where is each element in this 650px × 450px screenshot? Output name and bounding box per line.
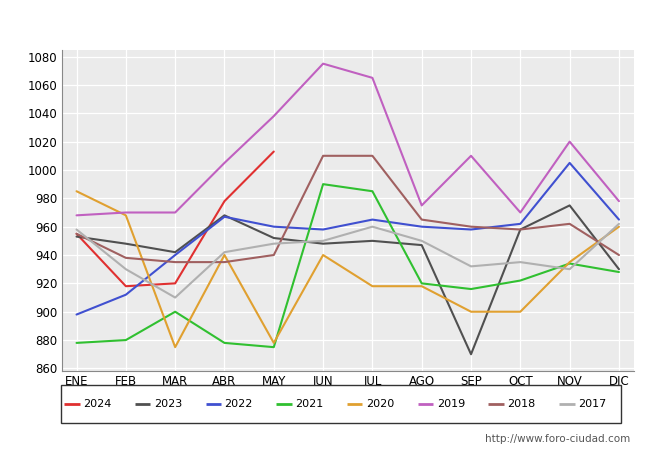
Text: 2023: 2023	[154, 399, 182, 409]
Text: Afiliados en Talarrubias a 31/5/2024: Afiliados en Talarrubias a 31/5/2024	[169, 12, 481, 30]
Text: http://www.foro-ciudad.com: http://www.foro-ciudad.com	[486, 434, 630, 444]
Text: 2020: 2020	[366, 399, 395, 409]
FancyBboxPatch shape	[61, 385, 621, 423]
Text: 2017: 2017	[578, 399, 606, 409]
Text: 2024: 2024	[83, 399, 112, 409]
Text: 2018: 2018	[508, 399, 536, 409]
Text: 2022: 2022	[225, 399, 253, 409]
Text: 2019: 2019	[437, 399, 465, 409]
Text: 2021: 2021	[295, 399, 324, 409]
